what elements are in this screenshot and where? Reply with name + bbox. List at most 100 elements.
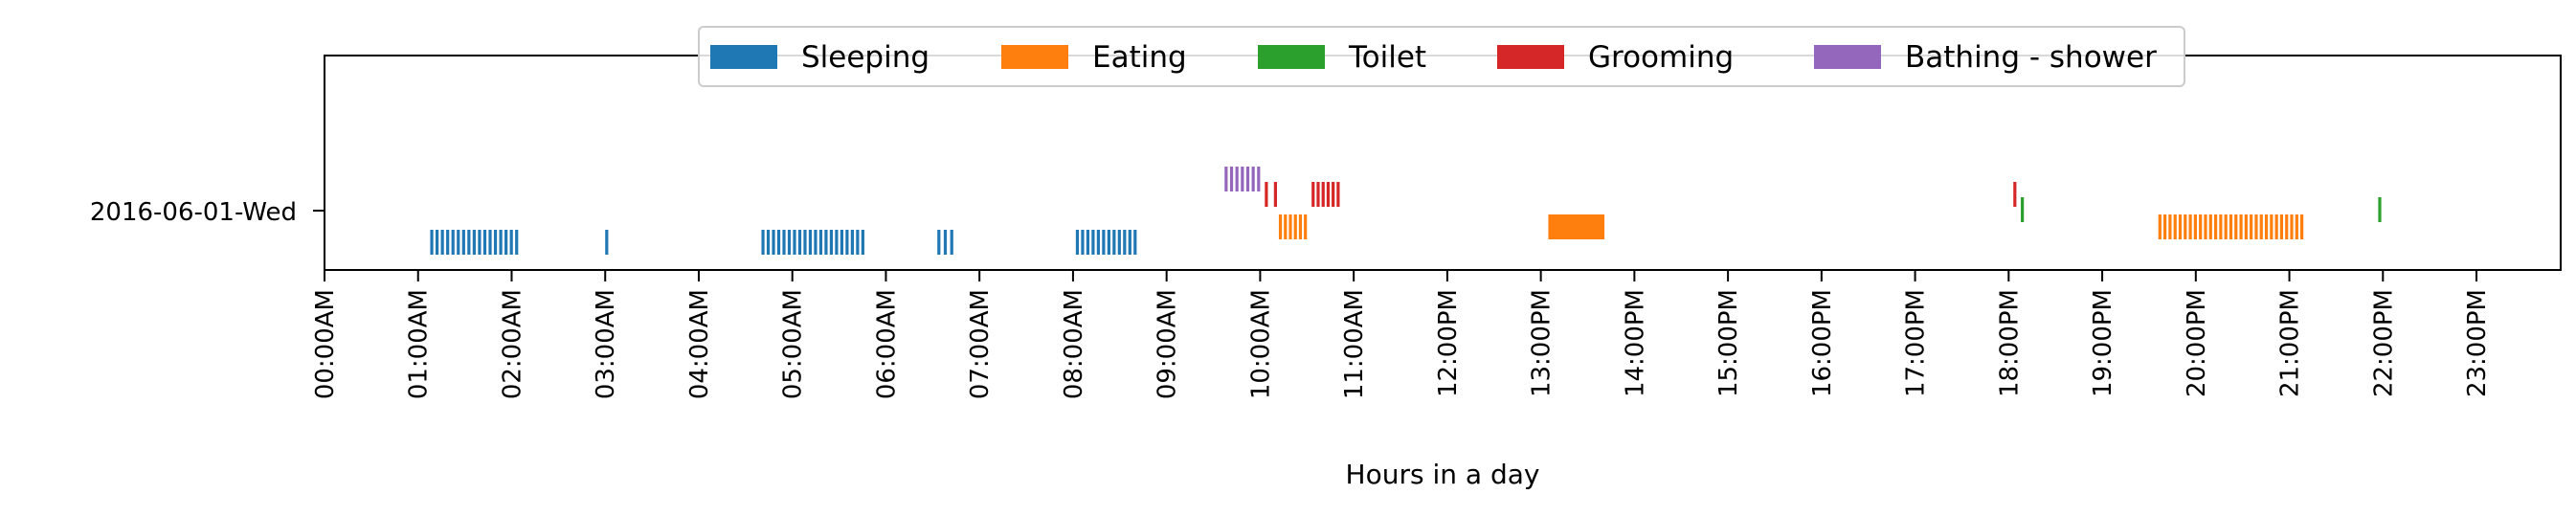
bar-segment <box>2184 214 2187 239</box>
bar-segment <box>1107 230 1110 255</box>
x-tick-label: 08:00AM <box>1060 289 1088 399</box>
legend-swatch <box>1001 45 1068 69</box>
legend-swatch <box>1497 45 1564 69</box>
x-tick-label: 07:00AM <box>966 289 995 399</box>
bar-segment <box>776 230 781 255</box>
event-toilet <box>2378 197 2382 222</box>
bar-segment <box>2270 214 2274 239</box>
x-tick-label: 04:00AM <box>685 289 714 399</box>
x-tick-label: 15:00PM <box>1714 289 1743 397</box>
bar-segment <box>451 230 455 255</box>
event-sleeping <box>1075 230 1137 255</box>
bar-segment <box>2250 214 2253 239</box>
bar-segment <box>1251 167 1255 191</box>
bar-segment <box>766 230 771 255</box>
x-tick-label: 11:00AM <box>1340 289 1369 399</box>
bar-segment <box>2259 214 2263 239</box>
x-tick-label: 17:00PM <box>1902 289 1931 397</box>
legend: Sleeping Eating Toilet Grooming Bathing - sh… <box>698 26 2185 87</box>
event-grooming <box>1311 182 1340 207</box>
legend-label: Sleeping <box>801 40 930 75</box>
bar-segment <box>835 230 839 255</box>
bar-segment <box>861 230 864 255</box>
bar-segment <box>1229 167 1234 191</box>
event-sleeping <box>937 230 953 255</box>
bar-segment <box>1128 230 1131 255</box>
bar-segment <box>1304 214 1308 239</box>
bar-segment <box>2378 197 2382 222</box>
bar-segment <box>440 230 444 255</box>
bar-segment <box>1278 214 1283 239</box>
bar-segment <box>1321 182 1325 207</box>
bar-segment <box>1133 230 1137 255</box>
bar-segment <box>2193 214 2197 239</box>
bar-segment <box>937 230 941 255</box>
bar-segment <box>797 230 802 255</box>
bar-segment <box>1293 214 1297 239</box>
bar-segment <box>1102 230 1106 255</box>
bar-segment <box>2295 214 2298 239</box>
x-tick-label: 23:00PM <box>2463 289 2492 397</box>
x-tick-label: 13:00PM <box>1528 289 1557 397</box>
bar-segment <box>1257 167 1261 191</box>
event-bathing-shower <box>1224 167 1261 191</box>
bar-segment <box>1316 182 1320 207</box>
bar-segment <box>457 230 460 255</box>
bar-segment <box>818 230 823 255</box>
x-tick-label: 18:00PM <box>1995 289 2024 397</box>
bar-segment <box>2163 214 2167 239</box>
bar-segment <box>2204 214 2207 239</box>
event-sleeping <box>761 230 864 255</box>
bar-segment <box>499 230 503 255</box>
bar-segment <box>1298 214 1303 239</box>
bar-segment <box>950 230 953 255</box>
event-eating <box>1278 214 1308 239</box>
legend-label: Eating <box>1092 40 1187 75</box>
bar-segment <box>2013 182 2017 207</box>
bar-segment <box>1117 230 1121 255</box>
bar-segment <box>2173 214 2177 239</box>
bar-segment <box>840 230 844 255</box>
bar-segment <box>1336 182 1340 207</box>
bar-segment <box>2234 214 2238 239</box>
x-tick-label: 09:00AM <box>1154 289 1182 399</box>
x-tick-label: 03:00AM <box>592 289 620 399</box>
x-tick-label: 19:00PM <box>2089 289 2117 397</box>
bar-segment <box>2219 214 2223 239</box>
bar-segment <box>2279 214 2284 239</box>
legend-swatch <box>1814 45 1881 69</box>
bar-segment <box>2285 214 2289 239</box>
event-sleeping <box>605 230 609 255</box>
bar-segment <box>1123 230 1127 255</box>
y-axis: 2016-06-01-Wed <box>90 198 325 227</box>
bar-segment <box>2021 197 2025 222</box>
bar-segment <box>2178 214 2183 239</box>
x-tick-label: 10:00AM <box>1246 289 1275 399</box>
bar-segment <box>509 230 513 255</box>
x-tick-label: 12:00PM <box>1434 289 1463 397</box>
x-tick-label: 06:00AM <box>872 289 901 399</box>
event-grooming <box>1265 182 1277 207</box>
bar-segment <box>2229 214 2233 239</box>
x-tick-label: 22:00PM <box>2369 289 2398 397</box>
bar-segment <box>467 230 471 255</box>
bar-segment <box>435 230 439 255</box>
bar-segment <box>2208 214 2212 239</box>
bar-segment <box>1075 230 1080 255</box>
bar-segment <box>2188 214 2192 239</box>
bar-segment <box>461 230 465 255</box>
bar-segment <box>2244 214 2248 239</box>
bar-segment <box>856 230 860 255</box>
bar-segment <box>1245 167 1250 191</box>
bar-segment <box>761 230 765 255</box>
bar-segment <box>1284 214 1288 239</box>
event-bars <box>430 167 2382 255</box>
bar-segment <box>2239 214 2243 239</box>
legend-label: Grooming <box>1588 40 1734 75</box>
bar-segment <box>808 230 813 255</box>
bar-segment <box>1273 182 1277 207</box>
bar-segment <box>493 230 498 255</box>
bar-segment <box>943 230 948 255</box>
legend-swatch <box>710 45 777 69</box>
